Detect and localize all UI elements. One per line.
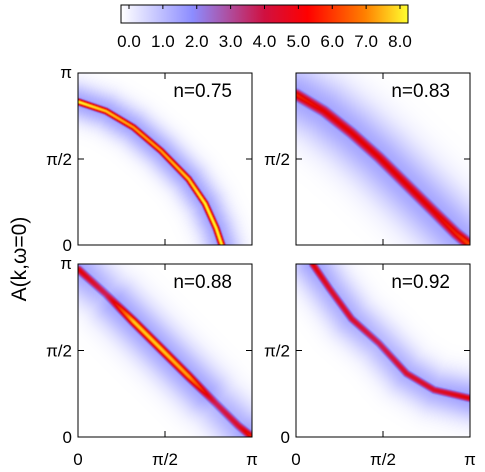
colorbar-tick-label: 4.0 bbox=[253, 32, 277, 51]
heatmap-image bbox=[78, 73, 252, 245]
colorbar-ticks: 0.0 1.0 2.0 3.0 4.0 5.0 6.0 7.0 8.0 bbox=[117, 5, 412, 51]
panel-label: n=0.83 bbox=[391, 81, 450, 102]
y-tick-label: 0 bbox=[63, 428, 72, 447]
y-tick-label: π bbox=[60, 254, 72, 273]
colorbar-tick-label: 5.0 bbox=[287, 32, 311, 51]
x-tick-label: π/2 bbox=[370, 450, 396, 469]
x-tick-label: 0 bbox=[73, 450, 82, 469]
y-tick-label: 0 bbox=[63, 236, 72, 255]
colorbar-tick-label: 8.0 bbox=[388, 32, 412, 51]
x-tick-label: 0 bbox=[291, 450, 300, 469]
colorbar-tick-label: 3.0 bbox=[219, 32, 243, 51]
y-tick-label: π/2 bbox=[46, 342, 72, 361]
y-tick-label: π/2 bbox=[264, 150, 290, 169]
y-tick-label: π/2 bbox=[264, 342, 290, 361]
colorbar-tick-label: 6.0 bbox=[320, 32, 344, 51]
heatmap-panel: n=0.75 π π/2 0 bbox=[46, 63, 253, 255]
heatmap-image bbox=[296, 264, 470, 437]
heatmap-image bbox=[78, 264, 252, 437]
heatmap-panel: n=0.83 π/2 bbox=[264, 72, 471, 246]
colorbar-tick-label: 1.0 bbox=[151, 32, 175, 51]
colorbar-tick-label: 2.0 bbox=[185, 32, 209, 51]
panel-label: n=0.92 bbox=[391, 272, 450, 293]
y-tick-label: π bbox=[60, 63, 72, 82]
heatmap-panel: n=0.88 π π/2 00 π/2 π bbox=[46, 254, 258, 469]
x-tick-label: π bbox=[464, 450, 476, 469]
y-axis-label: A(k,ω=0) bbox=[8, 217, 31, 302]
x-tick-label: π bbox=[246, 450, 258, 469]
y-tick-label: π/2 bbox=[46, 150, 72, 169]
panel-label: n=0.88 bbox=[173, 272, 232, 293]
y-tick-label: 0 bbox=[281, 428, 290, 447]
colorbar: 0.0 1.0 2.0 3.0 4.0 5.0 6.0 7.0 8.0 bbox=[117, 4, 412, 51]
heatmap-panel: n=0.92 π/2 00 π/2 π bbox=[264, 263, 476, 469]
heatmap-image bbox=[296, 73, 470, 245]
panel-label: n=0.75 bbox=[173, 81, 232, 102]
colorbar-tick-label: 0.0 bbox=[117, 32, 141, 51]
colorbar-tick-label: 7.0 bbox=[354, 32, 378, 51]
x-tick-label: π/2 bbox=[152, 450, 178, 469]
